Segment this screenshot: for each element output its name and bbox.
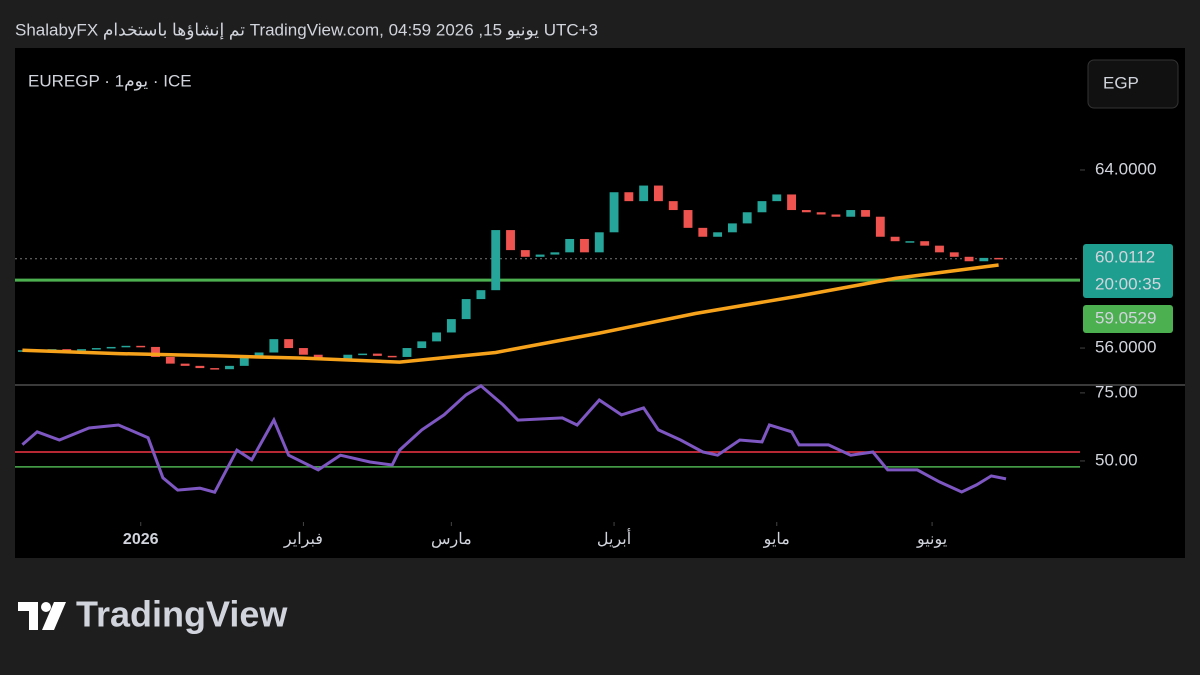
candle <box>698 227 708 237</box>
candle <box>550 252 560 255</box>
candle <box>417 341 427 349</box>
candle <box>964 256 974 262</box>
candle <box>535 254 545 257</box>
y-tick-label: 50.00 <box>1095 450 1138 469</box>
candle <box>713 232 723 237</box>
x-tick-label: يونيو <box>916 531 947 548</box>
candle <box>62 349 72 351</box>
x-tick-label: مارس <box>431 531 472 548</box>
candle <box>890 236 900 242</box>
price-label-box <box>1083 244 1173 298</box>
candle <box>624 192 634 202</box>
candle <box>165 356 175 364</box>
candle <box>520 250 530 257</box>
candle <box>402 348 412 357</box>
candle <box>432 332 441 342</box>
candle <box>683 210 693 228</box>
candle <box>994 257 1004 260</box>
candle <box>920 241 930 246</box>
currency-button[interactable] <box>1087 59 1179 109</box>
candle <box>461 299 471 320</box>
candle <box>639 185 649 202</box>
candle <box>210 368 220 370</box>
candle <box>491 230 501 291</box>
candle <box>239 356 249 366</box>
brand: TradingView <box>76 594 288 635</box>
y-tick-label: 56.0000 <box>1095 338 1156 357</box>
candle <box>151 346 160 357</box>
y-tick-label: 64.0000 <box>1095 159 1156 178</box>
candle <box>77 349 86 351</box>
candle <box>446 319 456 333</box>
candle <box>831 214 841 217</box>
candle <box>727 223 737 233</box>
x-tick-label: مايو <box>763 531 790 548</box>
candle <box>195 365 205 369</box>
price-label: 60.0112 <box>1095 247 1155 266</box>
candle <box>935 245 944 253</box>
attribution: ShalabyFX تم إنشاؤها باستخدام TradingVie… <box>15 20 598 40</box>
moving-average <box>22 263 999 364</box>
candle <box>121 345 131 348</box>
candle <box>580 238 589 253</box>
candle <box>254 352 264 357</box>
x-tick-label: فبراير <box>283 531 323 548</box>
candle <box>180 363 190 366</box>
candle <box>358 353 368 356</box>
indicator-line <box>21 383 1007 494</box>
countdown: 20:00:35 <box>1095 274 1161 293</box>
candle <box>875 216 885 237</box>
candle <box>506 230 515 251</box>
candle <box>106 346 116 349</box>
candle <box>772 194 782 202</box>
candle <box>861 210 870 217</box>
price-label: 59.0529 <box>1095 308 1156 327</box>
candle <box>225 365 234 370</box>
candle <box>91 348 101 350</box>
candle <box>609 192 619 233</box>
logo <box>18 602 66 630</box>
y-tick-label: 75.00 <box>1095 382 1138 401</box>
candle <box>284 339 294 349</box>
candle <box>816 212 826 215</box>
candle <box>476 290 486 300</box>
symbol: EUREGP · 1يوم · ICE <box>28 71 192 91</box>
candle <box>979 257 989 262</box>
candle <box>594 232 604 253</box>
candle <box>269 339 279 353</box>
candle <box>846 210 856 217</box>
candle <box>136 345 146 348</box>
candle <box>387 355 397 358</box>
candle <box>801 210 811 213</box>
candle <box>299 348 308 355</box>
candle <box>668 201 678 211</box>
candle <box>787 194 796 211</box>
candle <box>313 354 323 359</box>
candle <box>372 353 382 356</box>
candle <box>565 238 575 253</box>
x-tick-label: أبريل <box>597 528 631 548</box>
currency: EGP <box>1103 73 1139 92</box>
x-tick-label: 2026 <box>123 531 159 548</box>
candle <box>905 241 915 243</box>
candle <box>654 185 663 202</box>
chart-panel <box>15 48 1185 558</box>
candle <box>742 212 752 224</box>
candle <box>757 201 767 213</box>
candle <box>949 252 959 257</box>
candle <box>343 354 353 360</box>
price-label-box <box>1083 305 1173 333</box>
